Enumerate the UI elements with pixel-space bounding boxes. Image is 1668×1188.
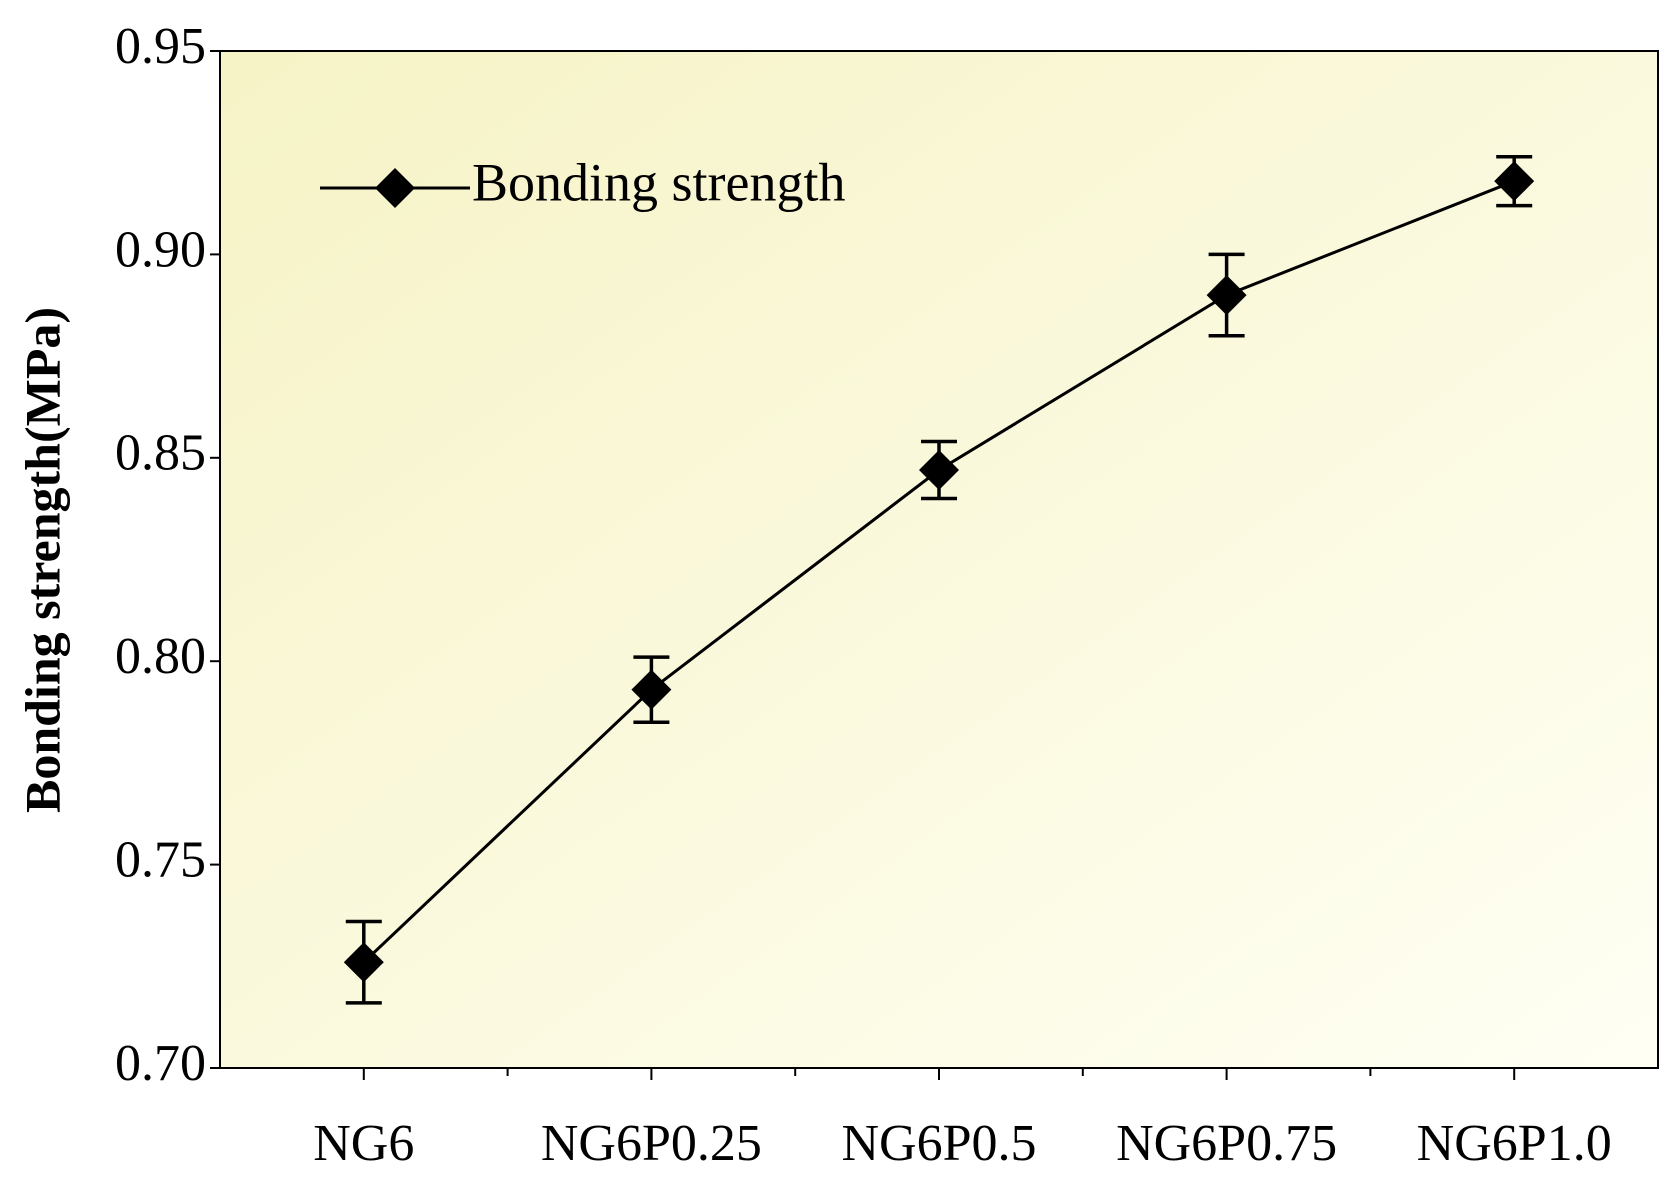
y-tick-label: 0.80	[115, 628, 206, 685]
legend-label: Bonding strength	[472, 152, 846, 212]
y-tick-label: 0.90	[115, 221, 206, 278]
plot-background	[220, 51, 1658, 1068]
x-tick-label: NG6P0.25	[541, 1115, 762, 1172]
data-point	[631, 669, 672, 710]
y-tick-label: 0.70	[115, 1035, 206, 1092]
data-point	[343, 942, 384, 983]
data-point	[1494, 161, 1535, 202]
x-tick-label: NG6P0.5	[841, 1115, 1036, 1172]
data-point	[919, 450, 959, 491]
y-tick-label: 0.95	[115, 18, 206, 75]
y-tick-label: 0.75	[115, 832, 206, 889]
data-point	[1206, 275, 1247, 316]
y-tick-label: 0.85	[115, 425, 206, 482]
legend-marker	[375, 168, 415, 208]
x-tick-label: NG6	[313, 1115, 414, 1172]
x-tick-label: NG6P0.75	[1116, 1115, 1337, 1172]
x-tick-label: NG6P1.0	[1417, 1115, 1612, 1172]
y-axis-title: Bonding strength(MPa)	[14, 307, 70, 813]
